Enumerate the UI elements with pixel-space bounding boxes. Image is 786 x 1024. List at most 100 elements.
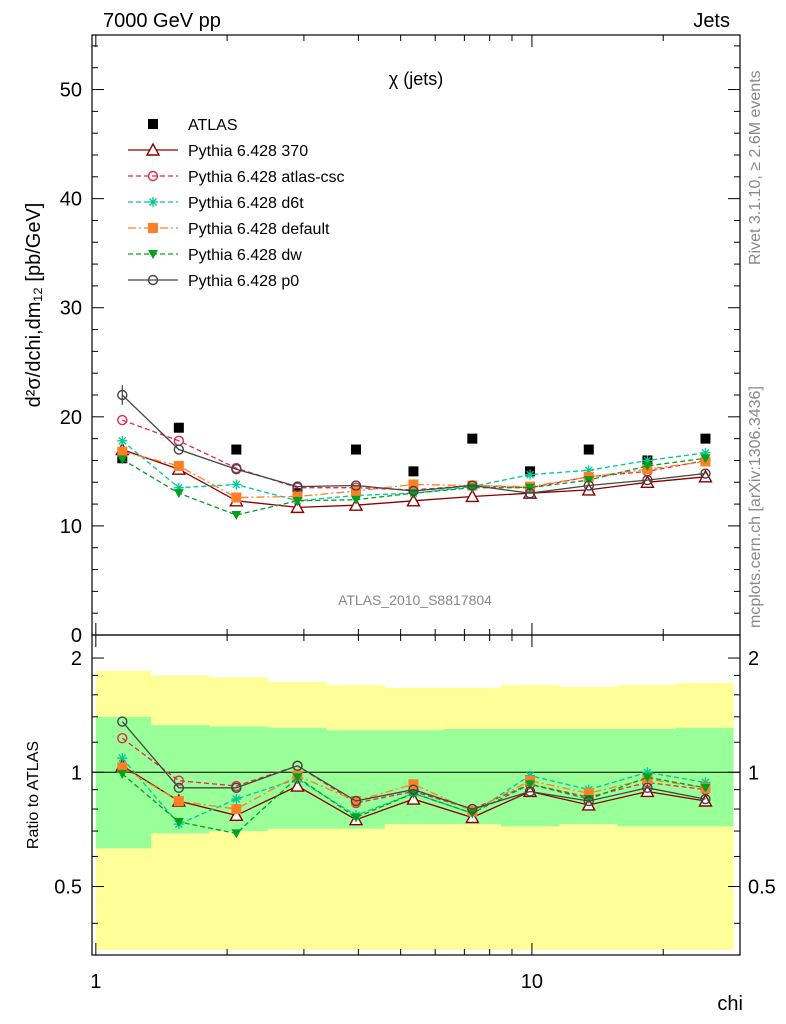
data-point bbox=[351, 495, 362, 505]
data-point bbox=[231, 511, 242, 520]
analysis-watermark: ATLAS_2010_S8817804 bbox=[338, 592, 492, 608]
data-point bbox=[467, 433, 478, 444]
ratio-point bbox=[408, 779, 419, 790]
ratio-point bbox=[173, 782, 185, 794]
legend-label: Pythia 6.428 d6t bbox=[188, 195, 304, 212]
legend-label: ATLAS bbox=[188, 117, 238, 134]
data-point bbox=[408, 479, 419, 490]
ratio-point bbox=[525, 780, 536, 790]
ratio-point bbox=[350, 795, 362, 807]
ratio-point bbox=[524, 786, 536, 797]
ratio-point bbox=[117, 769, 128, 779]
ratio-point bbox=[117, 762, 128, 773]
data-point bbox=[173, 489, 184, 499]
series-line bbox=[122, 451, 706, 499]
legend-marker bbox=[147, 170, 159, 182]
ratio-point bbox=[583, 795, 594, 807]
data-point bbox=[642, 474, 653, 486]
data-point bbox=[173, 444, 185, 455]
x-axis-label: chi bbox=[717, 993, 743, 1015]
ratio-point bbox=[229, 807, 244, 822]
ratio-point bbox=[292, 760, 303, 772]
y-tick-label: 20 bbox=[60, 407, 82, 429]
data-point bbox=[640, 474, 655, 488]
ratio-point bbox=[231, 782, 242, 794]
data-point bbox=[700, 447, 711, 458]
y-tick-label: 30 bbox=[60, 298, 82, 320]
y-tick-label: 10 bbox=[60, 516, 82, 538]
ratio-point bbox=[642, 773, 653, 783]
ratio-y-tick-label-right: 0.5 bbox=[748, 877, 776, 899]
data-point bbox=[351, 444, 362, 455]
mcplots-label: mcplots.cern.ch [arXiv:1306.3436] bbox=[747, 386, 764, 628]
ratio-point bbox=[173, 817, 184, 827]
ratio-y-axis-label: Ratio to ATLAS bbox=[25, 741, 42, 849]
ratio-point bbox=[406, 791, 421, 805]
ratio-point bbox=[700, 783, 711, 793]
ratio-y-tick-label: 1 bbox=[71, 762, 82, 784]
y-axis-label: d²σ/dchi,dm₁₂ [pb/GeV] bbox=[23, 203, 45, 408]
legend-label: Pythia 6.428 370 bbox=[188, 143, 308, 160]
data-point bbox=[292, 496, 303, 506]
ratio-point bbox=[117, 732, 128, 744]
ratio-point bbox=[351, 813, 362, 823]
data-point bbox=[583, 444, 594, 455]
ratio-plot-panel: 1 10 chi 0.5 0.5 1 1 2 2 Ratio to ATLAS bbox=[25, 634, 776, 1015]
data-point bbox=[231, 463, 242, 475]
header-left: 7000 GeV pp bbox=[103, 10, 221, 32]
data-point bbox=[642, 455, 653, 466]
header-right: Jets bbox=[693, 10, 730, 32]
legend-marker bbox=[148, 223, 158, 233]
ratio-point bbox=[525, 770, 536, 781]
ratio-point bbox=[408, 784, 419, 795]
ratio-point bbox=[231, 829, 242, 839]
ratio-point bbox=[173, 775, 185, 786]
ratio-point bbox=[173, 796, 184, 807]
legend-label: Pythia 6.428 p0 bbox=[188, 273, 299, 290]
data-point bbox=[231, 492, 242, 503]
ratio-line bbox=[121, 773, 706, 835]
y-tick-label: 0 bbox=[71, 625, 82, 647]
data-point bbox=[583, 480, 594, 491]
x-tick-label: 10 bbox=[521, 971, 543, 993]
data-point bbox=[583, 465, 594, 476]
ratio-point bbox=[292, 773, 303, 783]
data-point bbox=[525, 469, 536, 480]
data-point bbox=[173, 482, 184, 493]
legend-marker bbox=[147, 274, 159, 286]
series-line bbox=[121, 440, 706, 502]
data-point bbox=[408, 489, 419, 499]
ratio-y-tick-label-right: 1 bbox=[748, 762, 759, 784]
series-line bbox=[121, 394, 706, 494]
data-point bbox=[467, 480, 478, 491]
ratio-point bbox=[231, 804, 242, 815]
legend-marker bbox=[148, 250, 158, 259]
ratio-point bbox=[117, 753, 128, 764]
ratio-point bbox=[467, 803, 478, 815]
ratio-y-tick-label-right: 2 bbox=[748, 648, 759, 670]
legend-label: Pythia 6.428 default bbox=[188, 221, 330, 238]
data-point bbox=[117, 389, 128, 401]
y-tick-label: 40 bbox=[60, 189, 82, 211]
data-point bbox=[231, 444, 242, 455]
data-point bbox=[173, 460, 184, 471]
data-point bbox=[465, 488, 480, 503]
data-point bbox=[117, 435, 128, 446]
legend-marker bbox=[148, 119, 158, 129]
ratio-point bbox=[583, 788, 594, 799]
data-point bbox=[700, 468, 711, 479]
x-tick-label: 1 bbox=[90, 971, 101, 993]
ratio-y-tick-label: 2 bbox=[71, 648, 82, 670]
legend-label: Pythia 6.428 dw bbox=[188, 247, 302, 264]
data-point bbox=[117, 455, 128, 465]
data-point bbox=[292, 481, 303, 492]
rivet-label: Rivet 3.1.10, ≥ 2.6M events bbox=[747, 70, 764, 265]
ratio-point bbox=[642, 767, 653, 778]
ratio-point bbox=[642, 782, 653, 794]
data-point bbox=[700, 454, 711, 464]
legend-marker bbox=[148, 197, 158, 207]
data-point bbox=[351, 486, 362, 496]
data-point bbox=[524, 487, 536, 499]
ratio-frame bbox=[91, 634, 741, 956]
